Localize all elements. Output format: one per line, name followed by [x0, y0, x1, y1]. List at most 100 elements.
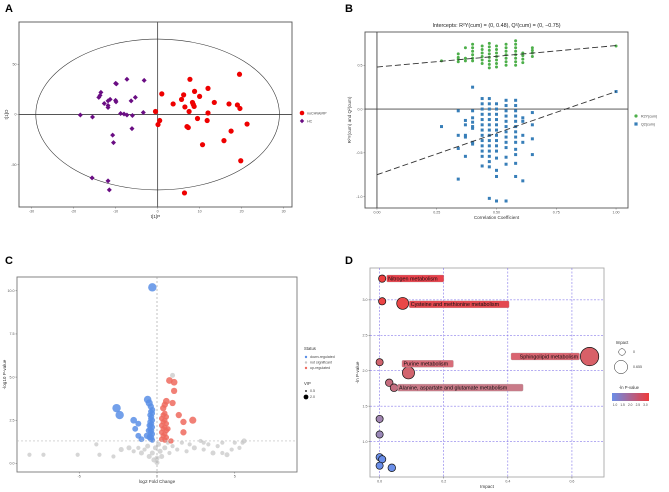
data-point-q2	[514, 153, 518, 157]
x-tick-label: 0.00	[373, 211, 380, 215]
x-tick-label: 0.2	[441, 480, 446, 484]
pathway-label-box	[401, 360, 454, 368]
pathway-label: Purine metabolism	[403, 362, 448, 368]
data-point-not-significant	[136, 445, 141, 450]
data-point-r2y	[514, 63, 518, 67]
data-point-nochwerp	[238, 158, 244, 164]
data-point-q2	[504, 98, 508, 102]
data-point-r2y	[521, 57, 525, 61]
data-point-nochwerp	[205, 85, 211, 91]
panel-b-permutation-test: Intercepts: R²Y(cum) = (0, 0.48), Q²(cum…	[347, 23, 657, 220]
data-point-r2y	[456, 60, 460, 64]
colorbar-tick-label: 1.5	[620, 403, 625, 407]
data-point-q2	[487, 144, 491, 148]
pathway-bubble	[375, 430, 384, 439]
data-point-hc	[113, 81, 119, 87]
data-point-hc	[129, 113, 135, 119]
data-point-not-significant	[224, 452, 230, 458]
data-point-r2y	[480, 44, 484, 48]
data-point-r2y	[504, 42, 508, 46]
data-point-hc	[90, 114, 95, 120]
y-tick-label: 1.5	[363, 404, 368, 408]
data-point-q2	[463, 135, 467, 139]
data-point-q2	[495, 123, 498, 127]
data-point-not-significant	[232, 440, 237, 445]
data-point-not-significant	[149, 450, 155, 456]
pathway-label-box	[386, 274, 444, 283]
data-point-q2	[495, 156, 498, 160]
data-point-r2y	[471, 59, 475, 63]
data-point-q2	[495, 199, 498, 203]
data-point-nochwerp	[191, 88, 198, 94]
data-point-not-significant	[191, 445, 197, 451]
y-tick-label: 2.0	[363, 369, 368, 373]
pathway-bubble	[375, 461, 384, 470]
data-point-nochwerp	[194, 115, 201, 122]
colorbar-tick-label: 1.0	[613, 403, 618, 407]
data-point-q2	[480, 154, 484, 158]
data-point-q2	[504, 104, 508, 108]
data-point-hc	[101, 100, 107, 106]
data-point-q2	[504, 162, 508, 166]
data-point-q2	[495, 102, 498, 106]
data-point-hc	[128, 98, 134, 104]
data-point-q2	[471, 116, 475, 120]
panel-c-volcano-plot: -5 0 5 0.0 2.5 5.0 7.5 10.0 log2 Fold Change -log…	[2, 276, 335, 484]
regression-line	[376, 91, 617, 176]
data-point-hc	[141, 77, 147, 83]
data-point-q2	[480, 112, 484, 116]
pathway-bubble	[402, 366, 415, 380]
x-tick-label: 10	[198, 210, 202, 214]
data-point-not-significant	[201, 440, 206, 445]
data-point-q2	[504, 199, 508, 203]
pathway-bubble	[378, 274, 387, 283]
data-point-not-significant	[159, 453, 165, 459]
x-tick-label: 0.4	[505, 480, 510, 484]
y-tick-label: 3.0	[363, 298, 368, 302]
data-point-hc	[77, 112, 83, 118]
legend-marker	[299, 118, 305, 124]
data-point-down-regulated	[112, 403, 121, 413]
data-point-q2	[480, 128, 484, 132]
data-point-down-regulated	[138, 436, 145, 443]
data-point-q2	[530, 137, 534, 141]
data-point-r2y	[487, 59, 491, 63]
x-tick-label: 30	[282, 210, 286, 214]
data-point-r2y	[495, 44, 498, 48]
y-tick-label: 10.0	[8, 289, 15, 293]
data-point-q2	[463, 118, 467, 122]
data-point-q2	[487, 165, 491, 169]
legend-label: 0.655	[633, 365, 642, 369]
data-point-not-significant	[131, 449, 136, 454]
chart-title: Intercepts: R²Y(cum) = (0, 0.48), Q²(cum…	[432, 23, 560, 29]
data-point-up-regulated	[162, 437, 168, 443]
data-point-q2	[504, 135, 508, 139]
data-point-nochwerp	[181, 92, 187, 98]
data-point-q2	[504, 109, 508, 113]
data-point-r2y	[487, 52, 491, 56]
data-point-hc	[106, 187, 112, 193]
data-point-up-regulated	[180, 429, 187, 436]
data-point-not-significant	[138, 450, 144, 456]
legend-marker	[299, 110, 305, 116]
data-point-not-significant	[201, 447, 206, 452]
data-point-q2	[521, 140, 525, 144]
data-point-r2y	[487, 62, 491, 66]
data-point-r2y	[480, 62, 484, 66]
legend-label: 0.5	[310, 389, 315, 393]
data-point-nochwerp	[182, 104, 188, 110]
data-point-q2	[514, 119, 518, 123]
legend-impact-title: Impact	[616, 340, 629, 345]
legend-size-marker	[614, 360, 628, 374]
data-point-q2	[495, 139, 498, 143]
pathway-label: Alanine, aspartate and glutamate metabol…	[399, 386, 508, 392]
data-point-q2	[495, 133, 498, 137]
x-tick-label: -10	[113, 210, 118, 214]
data-point-hc	[105, 178, 111, 184]
data-point-down-regulated	[146, 422, 152, 429]
y-axis-label: -log10 P-value	[2, 359, 7, 389]
pathway-bubble	[580, 347, 600, 367]
data-point-not-significant	[126, 445, 132, 451]
data-point-not-significant	[167, 450, 172, 456]
